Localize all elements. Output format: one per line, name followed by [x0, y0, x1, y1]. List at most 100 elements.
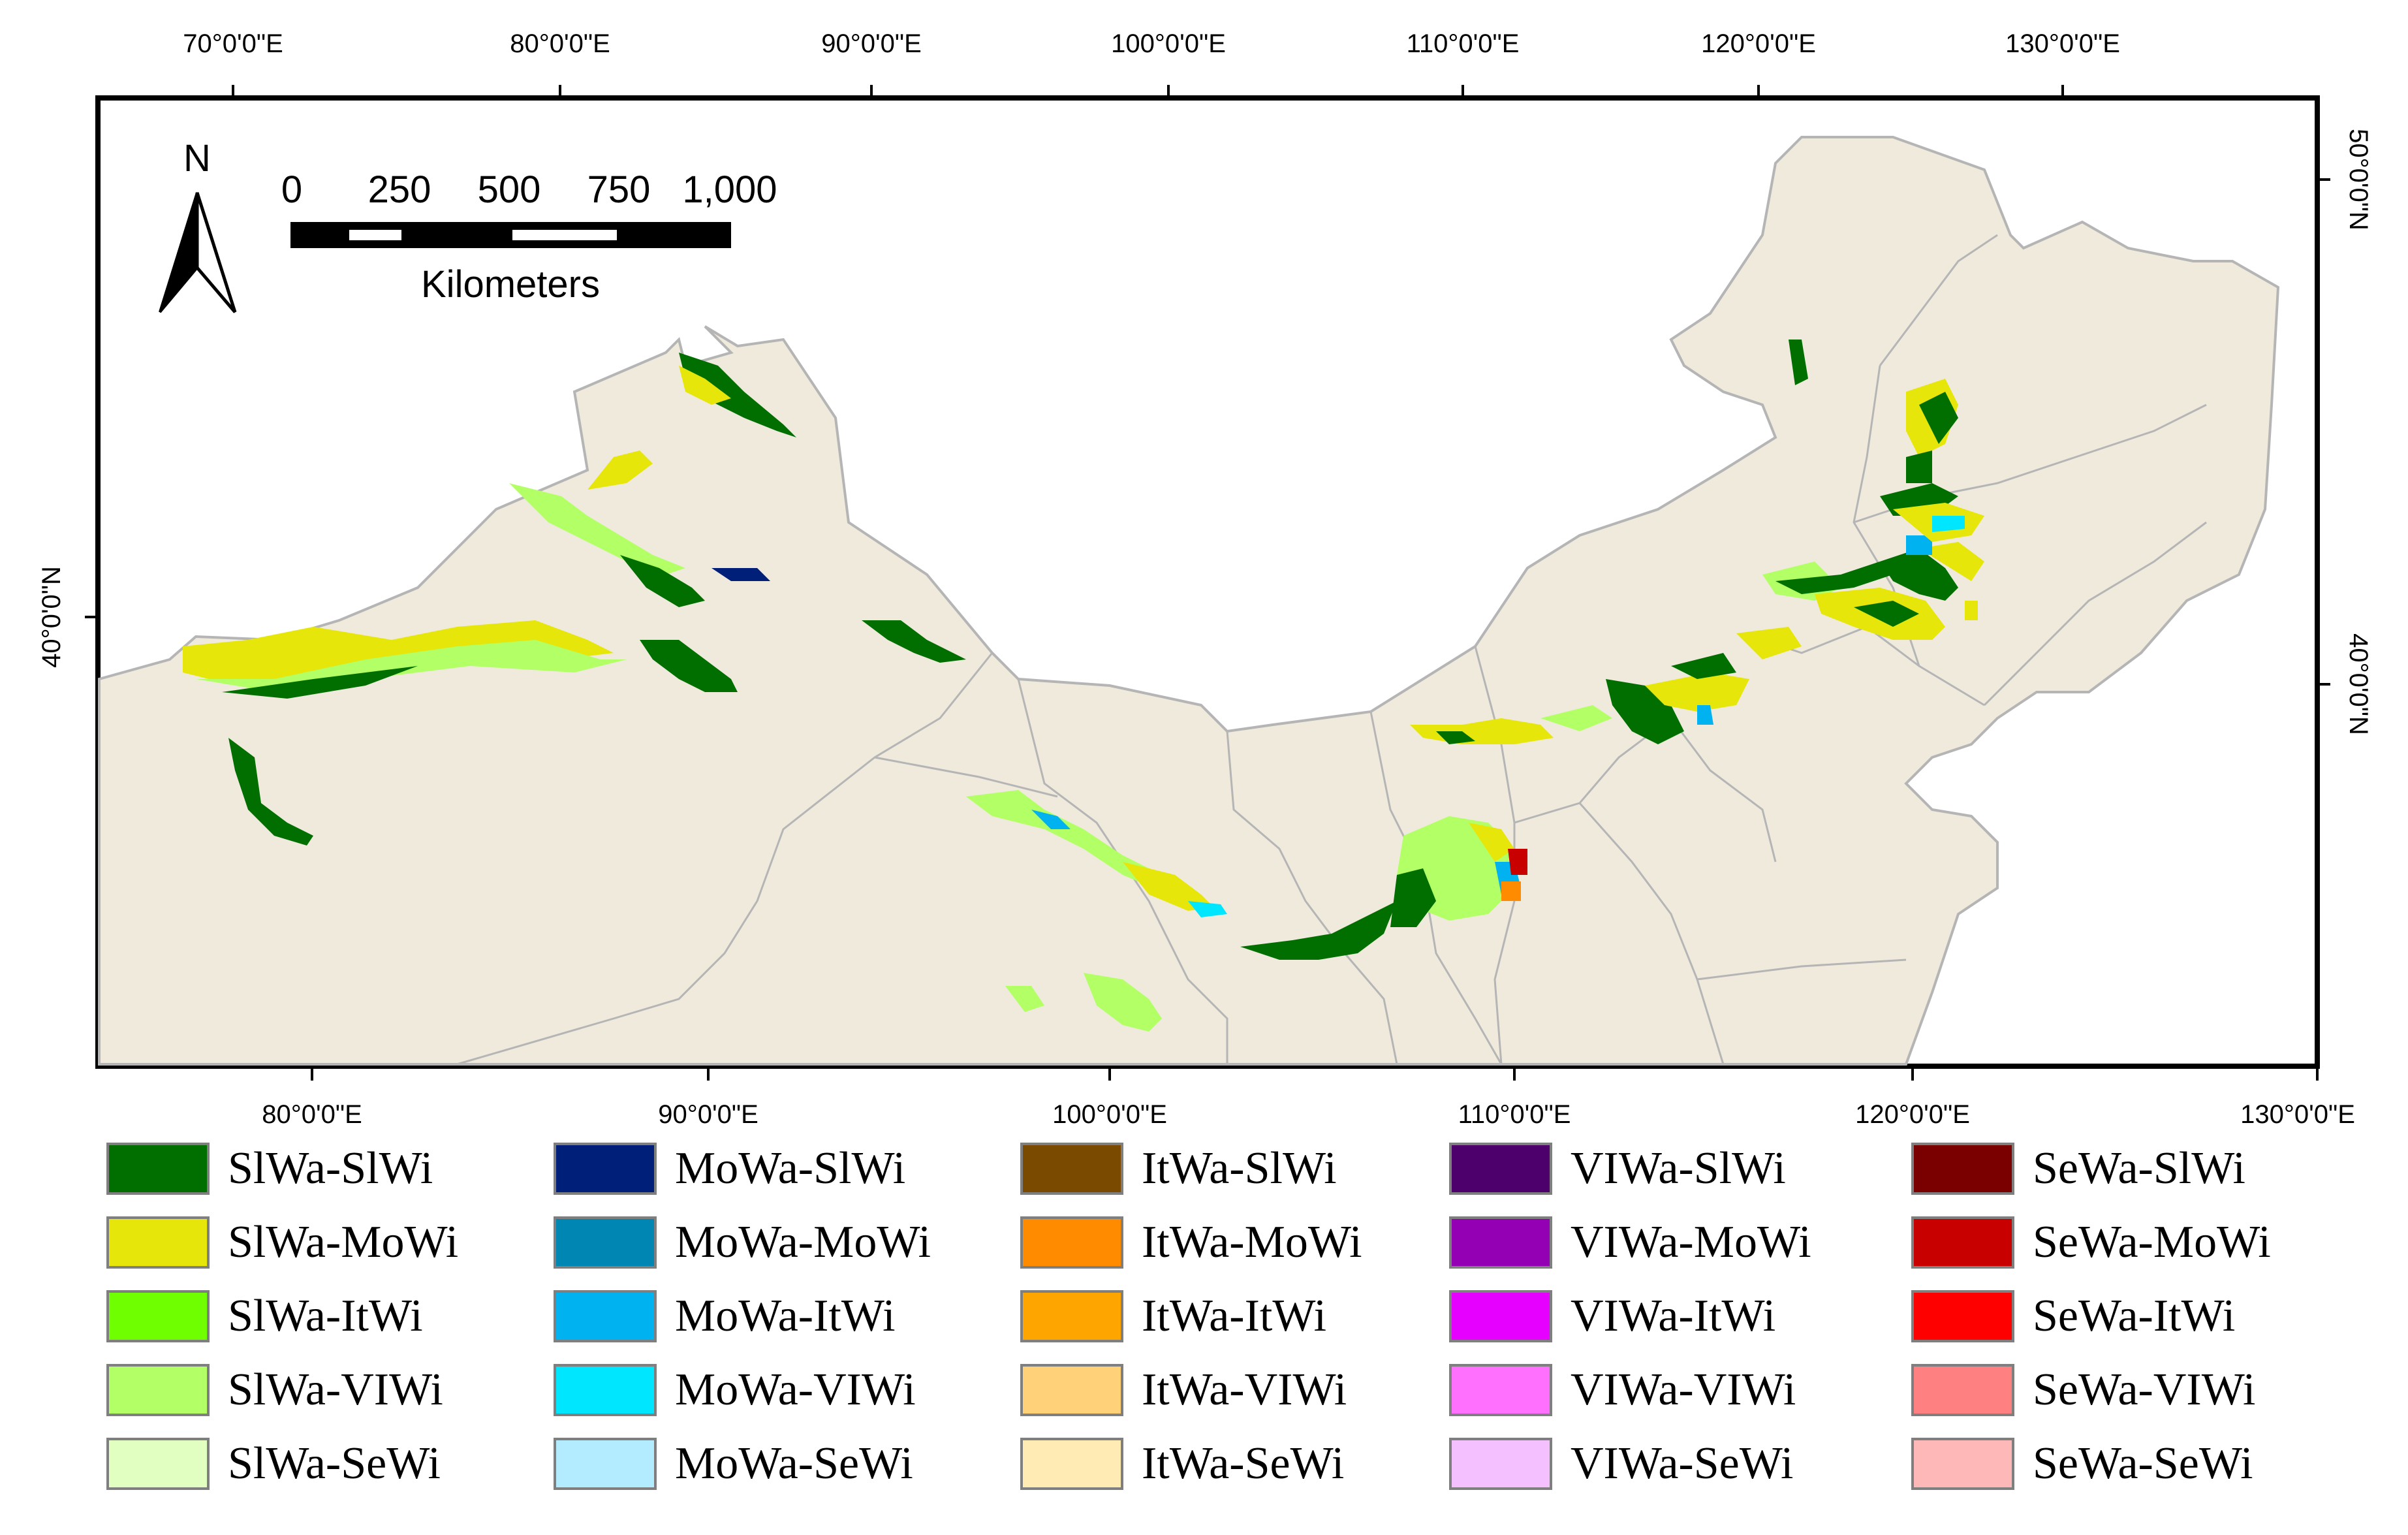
- legend-swatch: [1911, 1438, 2014, 1490]
- right-axis-label-40: 40°0'0"N: [2344, 633, 2373, 735]
- legend-item-mowa-sewi: MoWa-SeWi: [554, 1431, 913, 1496]
- scale-tick-250: 250: [368, 168, 431, 211]
- legend-label: SlWa-VIWi: [228, 1365, 443, 1415]
- legend-swatch: [554, 1290, 657, 1342]
- legend-item-slwa-sewi: SlWa-SeWi: [106, 1431, 441, 1496]
- legend-item-itwa-mowi: ItWa-MoWi: [1020, 1210, 1362, 1275]
- top-axis-label-90: 90°0'0"E: [821, 29, 922, 58]
- legend-swatch: [1911, 1364, 2014, 1416]
- classified-zones: [183, 340, 1984, 1032]
- legend-swatch: [1911, 1216, 2014, 1269]
- legend-label: ItWa-ItWi: [1142, 1291, 1327, 1341]
- top-axis-label-80: 80°0'0"E: [510, 29, 610, 58]
- legend: SlWa-SlWi SlWa-MoWi SlWa-ItWi SlWa-VIWi …: [0, 1136, 2408, 1528]
- legend-swatch: [106, 1438, 210, 1490]
- legend-item-slwa-viwi: SlWa-VIWi: [106, 1357, 443, 1423]
- legend-item-mowa-mowi: MoWa-MoWi: [554, 1210, 931, 1275]
- legend-item-itwa-slwi: ItWa-SlWi: [1020, 1136, 1337, 1201]
- legend-item-viwa-sewi: VIWa-SeWi: [1449, 1431, 1793, 1496]
- legend-swatch: [1020, 1290, 1123, 1342]
- legend-label: SeWa-ItWi: [2033, 1291, 2236, 1341]
- legend-swatch: [1449, 1438, 1552, 1490]
- legend-item-viwa-itwi: VIWa-ItWi: [1449, 1284, 1775, 1349]
- legend-swatch: [1449, 1290, 1552, 1342]
- right-axis: [2317, 178, 2330, 686]
- legend-swatch: [554, 1438, 657, 1490]
- legend-label: SeWa-SlWi: [2033, 1143, 2245, 1194]
- legend-swatch: [1020, 1364, 1123, 1416]
- legend-item-itwa-itwi: ItWa-ItWi: [1020, 1284, 1326, 1349]
- legend-swatch: [106, 1364, 210, 1416]
- legend-swatch: [1020, 1438, 1123, 1490]
- legend-label: VIWa-MoWi: [1571, 1217, 1811, 1267]
- legend-item-slwa-itwi: SlWa-ItWi: [106, 1284, 423, 1349]
- legend-item-itwa-sewi: ItWa-SeWi: [1020, 1431, 1344, 1496]
- legend-item-sewa-slwi: SeWa-SlWi: [1911, 1136, 2245, 1201]
- legend-swatch: [106, 1216, 210, 1269]
- legend-label: MoWa-ItWi: [675, 1291, 896, 1341]
- legend-swatch: [1020, 1216, 1123, 1269]
- top-axis-label-70: 70°0'0"E: [183, 29, 283, 58]
- legend-item-sewa-sewi: SeWa-SeWi: [1911, 1431, 2253, 1496]
- land-area: [98, 136, 2280, 1066]
- map: 70°0'0"E 80°0'0"E 90°0'0"E 100°0'0"E 110…: [37, 29, 2373, 1129]
- legend-label: ItWa-VIWi: [1142, 1365, 1347, 1415]
- top-axis-label-130: 130°0'0"E: [2005, 29, 2120, 58]
- legend-label: MoWa-SeWi: [675, 1438, 913, 1489]
- legend-item-viwa-mowi: VIWa-MoWi: [1449, 1210, 1811, 1275]
- legend-item-sewa-mowi: SeWa-MoWi: [1911, 1210, 2271, 1275]
- scale-tick-0: 0: [281, 168, 302, 211]
- top-axis-label-110: 110°0'0"E: [1407, 29, 1520, 58]
- legend-label: SeWa-SeWi: [2033, 1438, 2253, 1489]
- legend-label: ItWa-SlWi: [1142, 1143, 1337, 1194]
- legend-item-mowa-viwi: MoWa-VIWi: [554, 1357, 916, 1423]
- bottom-axis-label-120: 120°0'0"E: [1855, 1100, 1970, 1129]
- legend-label: SlWa-SlWi: [228, 1143, 433, 1194]
- legend-label: VIWa-SeWi: [1571, 1438, 1794, 1489]
- legend-label: SeWa-VIWi: [2033, 1365, 2256, 1415]
- legend-label: SlWa-MoWi: [228, 1217, 459, 1267]
- scale-tick-750: 750: [587, 168, 651, 211]
- legend-swatch: [106, 1143, 210, 1195]
- legend-item-sewa-itwi: SeWa-ItWi: [1911, 1284, 2235, 1349]
- legend-swatch: [554, 1364, 657, 1416]
- bottom-axis-label-90: 90°0'0"E: [658, 1100, 758, 1129]
- legend-swatch: [554, 1143, 657, 1195]
- legend-label: SeWa-MoWi: [2033, 1217, 2271, 1267]
- legend-label: SlWa-SeWi: [228, 1438, 441, 1489]
- legend-swatch: [1911, 1290, 2014, 1342]
- legend-item-slwa-slwi: SlWa-SlWi: [106, 1136, 433, 1201]
- left-axis-label-40: 40°0'0"N: [37, 566, 66, 668]
- legend-item-viwa-viwi: VIWa-VIWi: [1449, 1357, 1796, 1423]
- legend-swatch: [1449, 1216, 1552, 1269]
- right-axis-label-50: 50°0'0"N: [2344, 129, 2373, 230]
- north-label: N: [183, 137, 211, 180]
- legend-label: MoWa-MoWi: [675, 1217, 931, 1267]
- scale-bar: [290, 222, 731, 248]
- legend-item-sewa-viwi: SeWa-VIWi: [1911, 1357, 2255, 1423]
- legend-label: MoWa-SlWi: [675, 1143, 906, 1194]
- bottom-axis-label-130: 130°0'0"E: [2240, 1100, 2355, 1129]
- top-axis: [232, 85, 2064, 98]
- legend-item-mowa-itwi: MoWa-ItWi: [554, 1284, 896, 1349]
- north-arrow: N: [159, 137, 237, 313]
- scale-tick-1000: 1,000: [682, 168, 777, 211]
- legend-label: ItWa-SeWi: [1142, 1438, 1345, 1489]
- legend-swatch: [1449, 1364, 1552, 1416]
- legend-item-itwa-viwi: ItWa-VIWi: [1020, 1357, 1347, 1423]
- legend-item-slwa-mowi: SlWa-MoWi: [106, 1210, 458, 1275]
- legend-label: ItWa-MoWi: [1142, 1217, 1362, 1267]
- legend-label: VIWa-VIWi: [1571, 1365, 1796, 1415]
- bottom-axis-label-80: 80°0'0"E: [262, 1100, 362, 1129]
- legend-swatch: [1020, 1143, 1123, 1195]
- legend-label: VIWa-SlWi: [1571, 1143, 1786, 1194]
- legend-swatch: [554, 1216, 657, 1269]
- legend-label: SlWa-ItWi: [228, 1291, 423, 1341]
- legend-item-viwa-slwi: VIWa-SlWi: [1449, 1136, 1786, 1201]
- top-axis-label-120: 120°0'0"E: [1701, 29, 1816, 58]
- bottom-axis: [311, 1066, 2319, 1081]
- legend-swatch: [1911, 1143, 2014, 1195]
- bottom-axis-label-100: 100°0'0"E: [1052, 1100, 1167, 1129]
- scale-unit: Kilometers: [421, 263, 600, 306]
- legend-item-mowa-slwi: MoWa-SlWi: [554, 1136, 905, 1201]
